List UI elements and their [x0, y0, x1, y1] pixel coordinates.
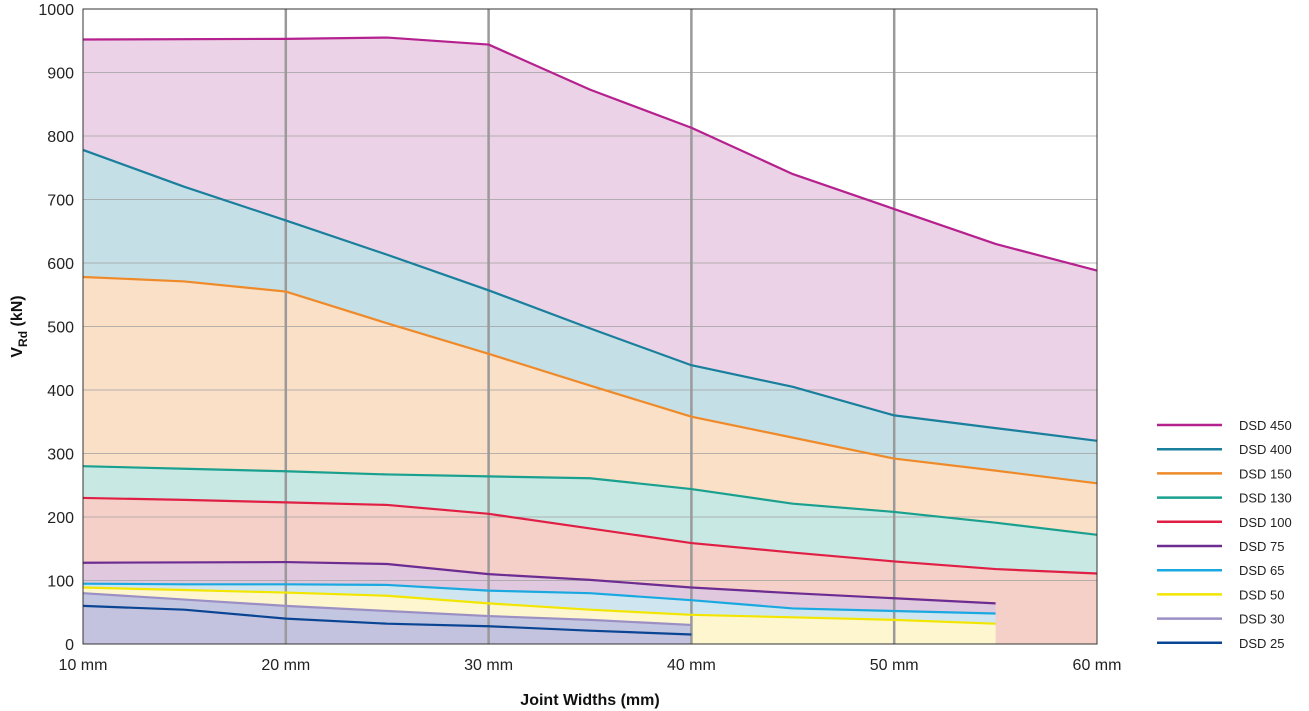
series-line-dsd-65: [82, 582, 996, 615]
series-line-dsd-100: [82, 496, 1098, 575]
series-line-dsd-450: [82, 36, 1098, 272]
legend-item: DSD 400: [1157, 442, 1292, 457]
plot-frame: [82, 8, 1098, 645]
x-tick-label: 10 mm: [59, 657, 108, 674]
legend-item: DSD 25: [1157, 636, 1285, 651]
y-tick-label: 400: [47, 383, 74, 400]
y-tick-label: 0: [65, 637, 74, 654]
legend-label: DSD 75: [1239, 539, 1285, 554]
y-tick-label: 200: [47, 510, 74, 527]
y-tick-label: 300: [47, 447, 74, 464]
legend-item: DSD 130: [1157, 491, 1292, 506]
legend-item: DSD 450: [1157, 418, 1292, 433]
x-tick-label: 40 mm: [667, 657, 716, 674]
y-axis-label-unit: (kN): [9, 295, 26, 331]
legend-item: DSD 30: [1157, 612, 1285, 627]
vertical-gridlines: [284, 9, 896, 644]
y-axis-label: VRd (kN): [9, 295, 30, 357]
x-axis-label: Joint Widths (mm): [520, 692, 659, 709]
legend-item: DSD 65: [1157, 563, 1285, 578]
y-axis-label-sub: Rd: [16, 331, 30, 347]
x-tick-label: 50 mm: [870, 657, 919, 674]
legend-label: DSD 450: [1239, 418, 1292, 433]
area-dsd-25: [83, 605, 692, 644]
legend-item: DSD 100: [1157, 515, 1292, 530]
legend-item: DSD 50: [1157, 587, 1285, 602]
legend-label: DSD 130: [1239, 491, 1292, 506]
y-tick-label: 800: [47, 129, 74, 146]
horizontal-gridlines: [83, 72, 1097, 581]
series-line-dsd-400: [82, 148, 1098, 442]
x-tick-label: 20 mm: [261, 657, 310, 674]
y-tick-label: 1000: [38, 2, 74, 19]
y-tick-label: 100: [47, 574, 74, 591]
x-tick-label: 30 mm: [464, 657, 513, 674]
series-line-dsd-25: [82, 604, 692, 636]
y-tick-labels: 0 100 200 300 400 500 600 700 800 900 1000: [38, 2, 74, 654]
legend-label: DSD 50: [1239, 587, 1285, 602]
y-tick-label: 700: [47, 193, 74, 210]
y-axis-label-main: V: [9, 347, 26, 358]
series-line-dsd-130: [82, 465, 1098, 536]
area-fills: [83, 37, 1097, 644]
series-lines: [82, 36, 1098, 636]
y-tick-label: 900: [47, 66, 74, 83]
series-line-dsd-30: [82, 592, 692, 627]
legend-item: DSD 150: [1157, 466, 1292, 481]
legend-label: DSD 25: [1239, 636, 1285, 651]
legend-label: DSD 30: [1239, 612, 1285, 627]
series-line-dsd-75: [82, 560, 996, 605]
series-line-dsd-50: [82, 586, 996, 625]
y-tick-label: 600: [47, 256, 74, 273]
legend: DSD 450 DSD 400 DSD 150 DSD 130 DSD 100 DSD 7…: [1157, 418, 1292, 651]
legend-label: DSD 150: [1239, 466, 1292, 481]
y-tick-label: 500: [47, 320, 74, 337]
legend-label: DSD 400: [1239, 442, 1292, 457]
legend-label: DSD 100: [1239, 515, 1292, 530]
x-tick-labels: 10 mm 20 mm 30 mm 40 mm 50 mm 60 mm: [59, 657, 1122, 674]
legend-item: DSD 75: [1157, 539, 1285, 554]
legend-label: DSD 65: [1239, 563, 1285, 578]
x-tick-label: 60 mm: [1073, 657, 1122, 674]
series-line-dsd-150: [82, 275, 1098, 485]
